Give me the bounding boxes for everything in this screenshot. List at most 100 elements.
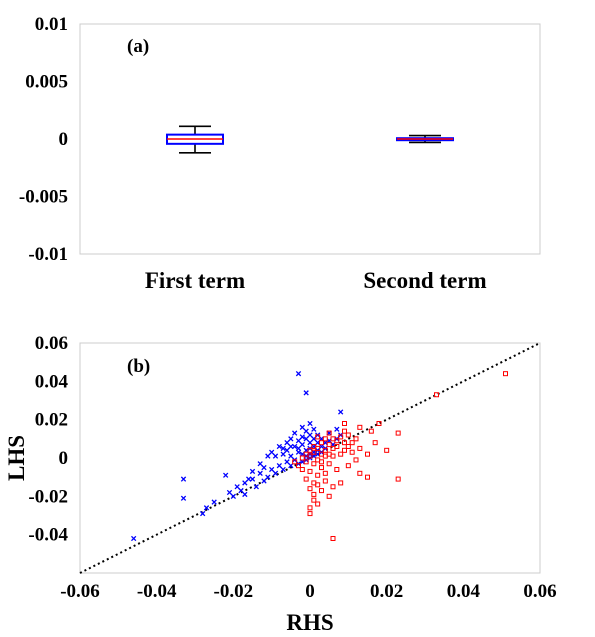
scatter-point-blue-x — [288, 443, 294, 450]
scatter-point-red-square — [315, 501, 321, 507]
panel-a-plot-area — [79, 23, 541, 255]
scatter-point-blue-x — [265, 453, 271, 459]
scatter-point-blue-x — [292, 430, 298, 436]
scatter-point-blue-x — [131, 535, 137, 542]
scatter-point-blue-x — [261, 464, 267, 471]
scatter-point-blue-x — [303, 428, 309, 434]
scatter-point-red-square — [315, 472, 321, 478]
scatter-point-red-square — [334, 467, 340, 472]
scatter-point-blue-x — [326, 430, 332, 436]
scatter-point-blue-x — [180, 476, 187, 482]
scatter-point-red-square — [315, 482, 321, 488]
scatter-point-blue-x — [226, 489, 233, 496]
scatter-point-red-square — [322, 478, 328, 484]
panel-b-y-tick-label: 0.02 — [35, 410, 68, 431]
scatter-point-red-square — [307, 486, 313, 492]
panel-b-y-ticks: 0.06 0.04 0.02 0 -0.02 -0.04 — [28, 333, 68, 546]
scatter-point-blue-x — [284, 440, 290, 446]
panel-a-y-tick-label: 0.01 — [35, 14, 68, 35]
scatter-point-blue-x — [338, 409, 344, 415]
scatter-point-red-square — [353, 436, 359, 442]
scatter-point-red-square — [322, 436, 328, 442]
scatter-point-red-square — [365, 451, 370, 457]
scatter-point-blue-x — [265, 474, 271, 480]
panel-b-x-tick-label: 0.04 — [447, 581, 481, 602]
panel-a-category-label: Second term — [363, 268, 486, 293]
scatter-point-red-square — [503, 371, 508, 377]
scatter-point-blue-x — [303, 436, 309, 442]
scatter-point-blue-x — [242, 480, 248, 486]
scatter-point-red-square — [357, 424, 363, 430]
scatter-point-red-square — [322, 470, 328, 476]
scatter-point-red-square — [353, 457, 359, 463]
scatter-point-blue-x — [276, 463, 282, 469]
scatter-point-red-square — [342, 447, 347, 453]
panel-b-x-ticks: -0.06 -0.04 -0.02 0 0.02 0.04 0.06 — [60, 581, 556, 602]
panel-b-y-tick-label: -0.02 — [28, 486, 68, 507]
scatter-point-red-square — [303, 451, 309, 457]
scatter-point-blue-x — [257, 470, 263, 476]
scatter-point-red-square — [292, 459, 298, 465]
scatter-point-red-square — [311, 461, 317, 467]
scatter-point-red-square — [372, 440, 378, 446]
scatter-point-blue-x — [307, 420, 313, 427]
scatter-point-red-square — [342, 428, 347, 434]
scatter-point-red-square — [330, 536, 336, 541]
panel-b-x-tick-label: 0.06 — [523, 581, 556, 602]
panel-a-y-tick-label: -0.005 — [19, 187, 68, 208]
scatter-point-blue-x — [234, 484, 240, 490]
scatter-point-blue-x — [211, 499, 217, 505]
scatter-point-blue-x — [334, 426, 340, 432]
scatter-point-red-square — [326, 493, 332, 499]
scatter-point-blue-x — [295, 371, 302, 377]
scatter-point-red-square — [338, 480, 344, 486]
panel-a-x-ticks: First term Second term — [145, 268, 487, 293]
scatter-point-blue-x — [280, 445, 286, 452]
scatter-point-red-square — [330, 484, 336, 490]
scatter-point-red-square — [330, 445, 336, 451]
scatter-point-red-square — [307, 447, 313, 453]
scatter-point-blue-x — [284, 447, 290, 453]
scatter-point-blue-x — [272, 453, 279, 459]
scatter-point-blue-x — [223, 472, 229, 478]
scatter-point-red-square — [326, 430, 332, 436]
panel-a-label: (a) — [127, 36, 149, 57]
scatter-point-blue-x — [230, 493, 236, 499]
scatter-point-blue-x — [272, 470, 279, 476]
scatter-point-blue-x — [200, 510, 206, 517]
scatter-point-blue-x — [180, 495, 187, 501]
scatter-point-blue-x — [299, 434, 305, 440]
scatter-point-blue-x — [280, 466, 286, 473]
scatter-point-red-square — [345, 444, 351, 449]
scatter-point-red-square — [326, 442, 332, 448]
scatter-point-red-square — [338, 451, 344, 457]
panel-b-x-tick-label: -0.06 — [60, 581, 100, 602]
scatter-point-red-square — [342, 421, 347, 426]
scatter-point-blue-x — [253, 484, 259, 490]
scatter-point-red-square — [357, 445, 363, 451]
scatter-point-red-square — [384, 447, 390, 453]
scatter-point-red-square — [368, 428, 374, 434]
scatter-point-blue-x — [288, 436, 294, 442]
scatter-point-red-square — [303, 459, 309, 465]
scatter-point-red-square — [334, 438, 340, 444]
scatter-point-blue-x — [288, 453, 294, 459]
scatter-point-red-square — [307, 511, 313, 517]
panel-b-y-tick-label: 0 — [59, 448, 69, 469]
scatter-point-blue-x — [299, 441, 305, 448]
scatter-point-blue-x — [249, 476, 256, 482]
panel-b-label: (b) — [127, 356, 150, 377]
scatter-point-red-square — [299, 467, 305, 472]
scatter-point-red-square — [349, 440, 355, 446]
panel-a-y-tick-label: 0 — [59, 129, 69, 150]
scatter-point-red-square — [342, 440, 347, 446]
x-axis-label: RHS — [286, 610, 333, 635]
scatter-point-red-square — [296, 463, 301, 469]
scatter-point-red-square — [338, 434, 344, 440]
scatter-point-red-square — [311, 491, 317, 497]
scatter-point-red-square — [307, 468, 313, 474]
scatter-point-blue-x — [269, 449, 275, 455]
scatter-point-red-square — [311, 497, 317, 503]
panel-b-y-tick-label: -0.04 — [28, 525, 68, 546]
panel-a-y-tick-label: -0.01 — [28, 244, 68, 265]
